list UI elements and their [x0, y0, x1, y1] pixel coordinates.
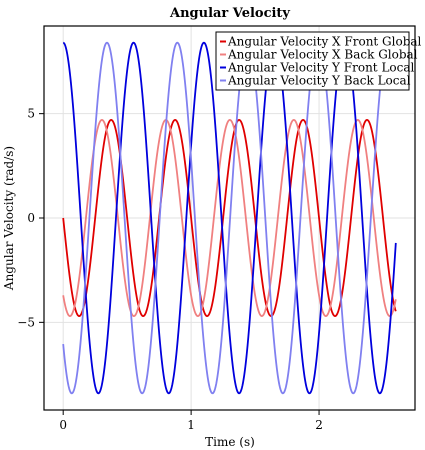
x-tick-label-2: 2	[315, 418, 323, 432]
y-axis-label: Angular Velocity (rad/s)	[2, 146, 16, 291]
chart-title: Angular Velocity	[169, 6, 290, 21]
series-line-3	[62, 41, 397, 395]
series-line-1	[62, 119, 397, 317]
y-tick-label-0: −5	[17, 315, 35, 329]
y-tick-label-2: 5	[27, 107, 35, 121]
x-tick-label-0: 0	[59, 418, 67, 432]
y-tick-label-1: 0	[27, 211, 35, 225]
axis-ticks: 0 1 2 −5 0 5	[17, 107, 323, 432]
legend-label-3: Angular Velocity Y Back Local	[227, 74, 411, 88]
x-tick-label-1: 1	[187, 418, 195, 432]
legend-label-1: Angular Velocity X Back Global	[227, 48, 418, 62]
legend-box	[215, 31, 410, 91]
legend-label-2: Angular Velocity Y Front Local	[227, 61, 415, 75]
x-axis-label: Time (s)	[205, 435, 255, 449]
legend-label-0: Angular Velocity X Front Global	[227, 35, 422, 49]
series-line-0	[62, 119, 397, 317]
